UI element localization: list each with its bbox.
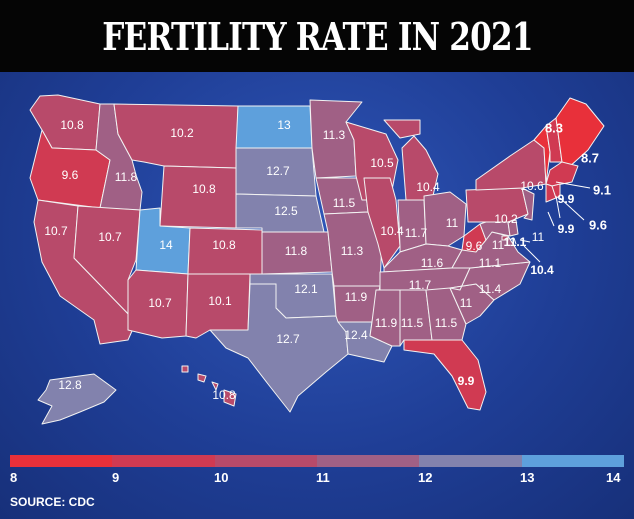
- state-ga: [425, 287, 467, 341]
- state-nj: [521, 187, 535, 221]
- label-fl: 9.9: [458, 374, 475, 388]
- label-wa: 10.8: [60, 118, 84, 132]
- label-nd: 13: [277, 118, 291, 132]
- legend-swatch-13-14: [521, 455, 624, 467]
- chart-title: FERTILITY RATE IN 2021: [101, 13, 533, 59]
- label-nc: 11.4: [479, 282, 502, 296]
- label-mi: 10.4: [416, 180, 440, 194]
- legend-tick-8: 8: [10, 470, 18, 485]
- leader-line-3: [523, 245, 541, 263]
- state-vt: [533, 125, 551, 185]
- state-nd: [235, 105, 313, 149]
- label-oh: 11: [446, 216, 459, 230]
- label-wy: 10.8: [192, 182, 216, 196]
- label-ma: 9.9: [558, 192, 575, 206]
- legend-tick-9: 9: [112, 470, 120, 485]
- label-vt: 8.3: [545, 120, 563, 135]
- state-ri: [551, 183, 561, 199]
- us-map: 10.8 9.6 10.7 11.8 10.7 10.2 10.8 14 10.7 10.8 10.…: [29, 94, 611, 425]
- state-fl: [403, 339, 487, 411]
- legend-swatch-8-9: [10, 455, 113, 467]
- legend-swatch-12-13: [419, 455, 522, 467]
- leader-line-6: [555, 195, 561, 219]
- label-ks: 11.8: [285, 244, 308, 258]
- label-dc: 10.4: [530, 263, 554, 277]
- label-sc: 11: [460, 296, 473, 310]
- label-ny: 10.6: [520, 179, 544, 193]
- label-ak: 12.8: [58, 378, 82, 392]
- label-nh: 9.1: [593, 182, 611, 197]
- source-note: SOURCE: CDC: [10, 495, 95, 509]
- label-ct: 9.6: [589, 217, 607, 232]
- state-dc: [501, 235, 509, 241]
- label-pa: 10.2: [494, 212, 518, 226]
- label-ar: 11.9: [345, 290, 368, 304]
- label-me: 8.7: [581, 150, 599, 165]
- label-co: 10.8: [212, 238, 236, 252]
- label-la: 12.4: [344, 328, 368, 342]
- state-wv: [461, 223, 487, 253]
- label-wv: 9.6: [466, 239, 483, 253]
- label-or: 9.6: [62, 168, 79, 182]
- legend-tick-13: 13: [520, 470, 535, 485]
- state-ak: [37, 373, 117, 425]
- label-ri: 9.9: [558, 222, 575, 236]
- state-ma: [545, 161, 579, 187]
- label-id: 11.8: [115, 170, 138, 184]
- state-de: [507, 219, 519, 237]
- leader-line-1: [513, 237, 517, 245]
- leader-line-5: [559, 197, 585, 221]
- legend-tick-10: 10: [214, 470, 229, 485]
- label-az: 10.7: [148, 296, 172, 310]
- legend-swatch-9-10: [112, 455, 215, 467]
- label-in: 11.7: [405, 226, 428, 240]
- label-mt: 10.2: [170, 126, 194, 140]
- state-labels: 10.8 9.6 10.7 11.8 10.7 10.2 10.8 14 10.7 10.8 10.…: [44, 118, 611, 402]
- legend-swatch-10-11: [214, 455, 317, 467]
- label-ca: 10.7: [44, 224, 68, 238]
- label-ms: 11.9: [375, 316, 398, 330]
- leader-line-4: [555, 181, 591, 189]
- label-ia: 11.5: [333, 196, 356, 210]
- legend-color-scale: [10, 455, 624, 467]
- label-md: 11: [492, 238, 505, 252]
- label-nm: 10.1: [208, 294, 232, 308]
- legend-tick-14: 14: [606, 470, 621, 485]
- legend-tick-12: 12: [418, 470, 433, 485]
- label-hi: 10.8: [212, 388, 236, 402]
- legend-tick-11: 11: [316, 470, 330, 485]
- state-shapes: [29, 94, 605, 425]
- label-ga: 11.5: [435, 316, 458, 330]
- label-il: 10.4: [380, 224, 404, 238]
- label-mn: 11.3: [323, 128, 346, 142]
- label-tn: 11.7: [409, 278, 432, 292]
- label-nj: 11: [532, 230, 545, 244]
- label-nv: 10.7: [98, 230, 122, 244]
- state-tx: [209, 283, 349, 413]
- title-bar: FERTILITY RATE IN 2021: [0, 0, 634, 72]
- label-ok: 12.1: [294, 282, 318, 296]
- leader-line-2: [519, 239, 531, 243]
- label-ut: 14: [159, 238, 173, 252]
- label-mo: 11.3: [341, 244, 364, 258]
- state-il: [363, 177, 401, 269]
- leader-line-0: [547, 211, 555, 227]
- state-nh: [545, 117, 563, 163]
- label-sd: 12.7: [266, 164, 290, 178]
- label-al: 11.5: [401, 316, 424, 330]
- state-wy: [159, 165, 237, 229]
- leader-lines: [513, 181, 591, 263]
- label-va: 11.1: [479, 256, 502, 270]
- legend-swatch-11-12: [316, 455, 420, 467]
- state-hi: [181, 365, 237, 407]
- label-wi: 10.5: [370, 156, 394, 170]
- label-ky: 11.6: [421, 256, 444, 270]
- label-ne: 12.5: [274, 204, 298, 218]
- label-de: 11.1: [504, 235, 527, 249]
- label-tx: 12.7: [276, 332, 300, 346]
